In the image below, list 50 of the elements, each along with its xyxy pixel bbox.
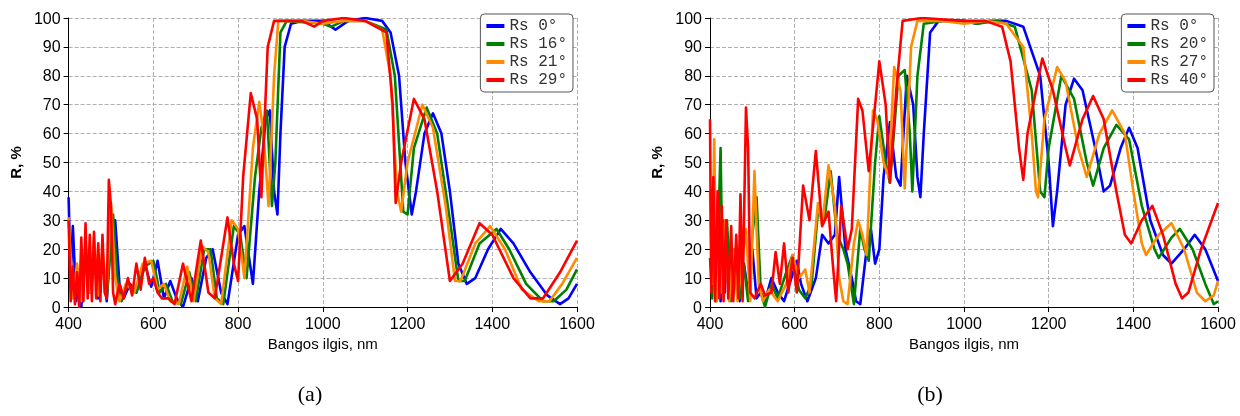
x-tick-label: 1200 [389,314,426,332]
y-tick-label: 0 [693,298,703,316]
y-tick-label: 10 [684,269,703,287]
y-tick-label: 100 [33,9,61,27]
x-tick-label: 800 [224,314,252,332]
y-tick-label: 80 [684,67,703,85]
text: (b) [917,380,943,406]
legend-label: Rs 40° [1150,71,1208,89]
x-tick-label: 600 [139,314,167,332]
y-tick-label: 30 [42,211,61,229]
y-tick-label: 30 [684,211,703,229]
x-axis-title: Bangos ilgis, nm [267,334,378,352]
y-tick-label: 50 [684,154,703,171]
legend-label: Rs 27° [1150,53,1208,71]
x-tick-label: 400 [55,314,83,332]
legend-label: Rs 0° [1150,17,1199,35]
x-tick-label: 400 [696,314,724,332]
y-tick-label: 100 [675,9,703,27]
text: (a) [297,380,323,406]
x-tick-label: 800 [865,314,893,332]
legend-label: Rs 21° [509,53,567,71]
y-tick-label: 90 [42,38,61,56]
y-axis-title: R, % [648,146,665,179]
x-tick-label: 1600 [1200,314,1236,332]
legend-label: Rs 20° [1150,35,1208,53]
y-tick-label: 10 [42,269,61,287]
x-tick-label: 1000 [946,314,982,332]
y-tick-label: 40 [42,182,61,200]
y-tick-label: 80 [42,67,61,85]
y-tick-label: 20 [684,240,703,258]
x-tick-label: 1600 [559,314,595,332]
y-axis-title: R, % [7,146,24,179]
y-tick-label: 0 [51,298,61,316]
x-tick-label: 1400 [1115,314,1152,332]
y-tick-label: 70 [684,96,703,114]
x-tick-label: 600 [781,314,809,332]
y-tick-label: 60 [684,125,703,143]
x-tick-label: 1200 [1030,314,1067,332]
y-tick-label: 70 [42,96,61,114]
y-tick-label: 60 [42,125,61,143]
y-tick-label: 40 [684,182,703,200]
x-tick-label: 1400 [474,314,511,332]
legend-label: Rs 0° [509,17,558,35]
y-tick-label: 50 [42,154,61,171]
legend-label: Rs 29° [509,71,567,89]
y-tick-label: 20 [42,240,61,258]
legend-label: Rs 16° [509,35,567,53]
x-axis-title: Bangos ilgis, nm [908,334,1020,352]
y-tick-label: 90 [684,38,703,56]
x-tick-label: 1000 [305,314,341,332]
